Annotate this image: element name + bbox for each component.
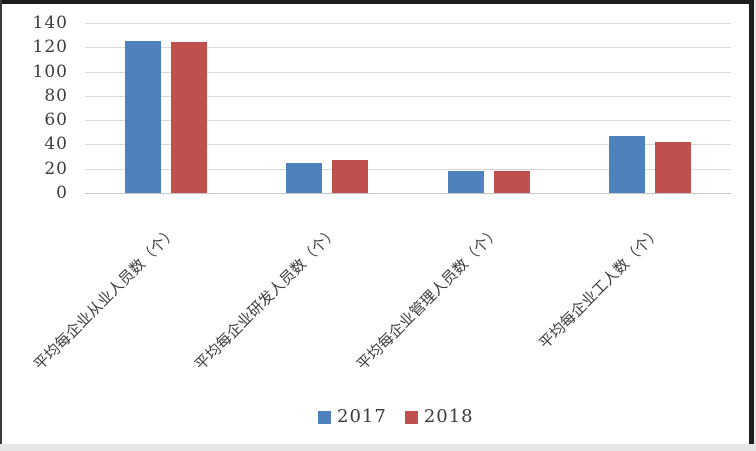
bar-2017-category-4 bbox=[609, 135, 646, 193]
y-tick-label-120: 120 bbox=[32, 37, 68, 58]
legend-label-2017: 2017 bbox=[337, 406, 387, 427]
gridline-20 bbox=[85, 168, 731, 170]
category-label-1: 平均每企业从业人员数（个） bbox=[29, 223, 181, 374]
bar-2018-category-3 bbox=[493, 171, 530, 193]
y-tick-label-40: 40 bbox=[44, 134, 68, 155]
bar-2018-category-2 bbox=[332, 160, 369, 193]
gridline-40 bbox=[85, 144, 731, 146]
gridline-80 bbox=[85, 95, 731, 97]
frame-edge-right-light bbox=[754, 0, 756, 451]
gridline-60 bbox=[85, 120, 731, 122]
y-tick-label-0: 0 bbox=[56, 183, 68, 203]
frame-edge-left bbox=[0, 0, 2, 451]
legend-item-2018: 2018 bbox=[404, 406, 474, 427]
frame-edge-top bbox=[0, 0, 756, 4]
bar-2017-category-3 bbox=[447, 171, 484, 193]
y-tick-label-20: 20 bbox=[44, 158, 68, 179]
y-tick-label-100: 100 bbox=[32, 61, 68, 82]
legend-swatch-2018 bbox=[404, 410, 418, 424]
gridline-140 bbox=[85, 23, 731, 24]
legend-swatch-2017 bbox=[318, 410, 331, 424]
frame-edge-bottom bbox=[0, 444, 756, 451]
category-label-4: 平均每企业工人数（个） bbox=[535, 223, 665, 353]
legend-item-2017: 2017 bbox=[318, 407, 387, 427]
legend: 2017 2018 bbox=[318, 407, 474, 427]
gridline-100 bbox=[85, 71, 731, 73]
bar-2017-category-2 bbox=[286, 162, 323, 193]
bar-2017-category-1 bbox=[124, 41, 161, 193]
category-label-3: 平均每企业管理人员数（个） bbox=[352, 223, 504, 374]
bar-2018-category-1 bbox=[170, 42, 207, 193]
gridline-120 bbox=[85, 47, 731, 49]
legend-label-2018: 2018 bbox=[423, 406, 474, 427]
frame-edge-right bbox=[749, 0, 754, 451]
bar-2018-category-4 bbox=[655, 142, 692, 193]
category-label-2: 平均每企业研发人员数（个） bbox=[191, 223, 342, 374]
y-tick-label-60: 60 bbox=[44, 110, 68, 131]
y-tick-label-140: 140 bbox=[32, 13, 68, 33]
x-axis-line bbox=[85, 193, 731, 194]
y-tick-label-80: 80 bbox=[44, 85, 68, 106]
